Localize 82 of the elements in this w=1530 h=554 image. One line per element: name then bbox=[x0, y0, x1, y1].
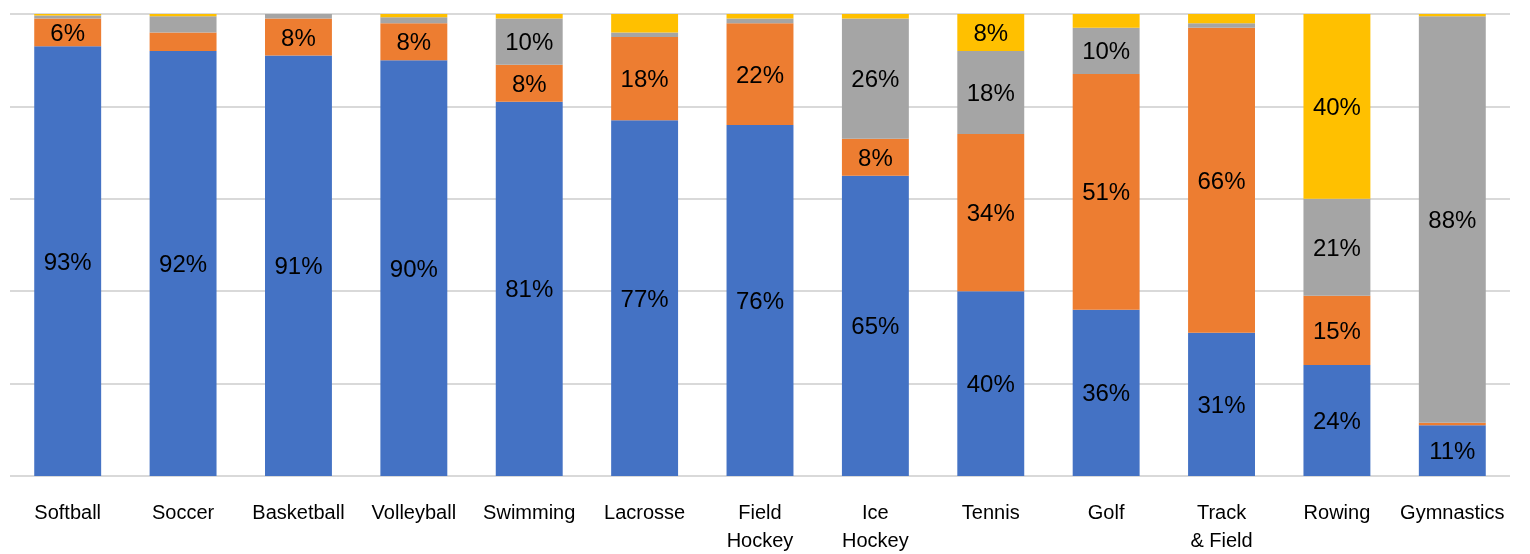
x-tick-label: Gymnastics bbox=[1400, 501, 1505, 523]
data-label: 40% bbox=[966, 370, 1015, 398]
bar bbox=[611, 14, 679, 33]
bar bbox=[1188, 332, 1255, 476]
bar bbox=[726, 124, 794, 476]
bar bbox=[957, 134, 1025, 292]
bar bbox=[380, 14, 448, 18]
data-label: 88% bbox=[1428, 206, 1477, 234]
data-label: 77% bbox=[620, 284, 669, 312]
bar bbox=[265, 14, 332, 19]
data-label: 8% bbox=[858, 143, 893, 171]
bar bbox=[1418, 425, 1486, 476]
bar bbox=[1303, 365, 1371, 476]
data-label: 8% bbox=[396, 28, 432, 56]
bar bbox=[34, 46, 102, 476]
data-label: 10% bbox=[505, 28, 554, 56]
bar bbox=[1303, 295, 1371, 366]
data-label: 90% bbox=[389, 254, 438, 282]
x-tick-label: Golf bbox=[1087, 501, 1125, 523]
data-label: 18% bbox=[966, 79, 1015, 107]
bar bbox=[149, 50, 217, 476]
data-label: 92% bbox=[159, 249, 208, 277]
data-label: 8% bbox=[973, 18, 1009, 46]
bar bbox=[1303, 198, 1371, 296]
bar bbox=[957, 291, 1025, 476]
bar bbox=[726, 23, 794, 125]
x-tick-label: Rowing bbox=[1303, 501, 1371, 523]
bar bbox=[957, 50, 1025, 135]
bar bbox=[495, 14, 563, 19]
bar bbox=[1303, 14, 1371, 199]
x-tick-label: Tennis bbox=[961, 501, 1020, 523]
data-label: 91% bbox=[274, 252, 323, 280]
bar bbox=[1418, 16, 1486, 423]
bar bbox=[726, 14, 794, 19]
bar bbox=[1188, 23, 1255, 28]
data-label: 24% bbox=[1312, 407, 1361, 435]
bar bbox=[1072, 14, 1140, 28]
bar bbox=[149, 32, 217, 51]
bar bbox=[495, 101, 563, 476]
x-tick-label: Lacrosse bbox=[604, 501, 686, 523]
x-tick-label: Basketball bbox=[252, 501, 345, 523]
bar bbox=[1188, 14, 1255, 24]
data-label: 26% bbox=[851, 65, 900, 93]
data-label: 81% bbox=[505, 275, 554, 303]
x-tick-label: Soccer bbox=[151, 501, 215, 523]
bar bbox=[380, 60, 448, 476]
data-label: 8% bbox=[281, 23, 316, 51]
x-tick-label: Volleyball bbox=[371, 501, 457, 523]
x-tick-label: Swimming bbox=[483, 501, 576, 523]
bar bbox=[611, 37, 679, 121]
bar bbox=[841, 175, 909, 476]
bar bbox=[265, 55, 332, 476]
x-tick-label: Ice Hockey bbox=[842, 501, 909, 551]
data-label: 22% bbox=[735, 60, 785, 88]
data-label: 36% bbox=[1082, 379, 1131, 407]
bar bbox=[149, 16, 217, 33]
data-label: 40% bbox=[1312, 92, 1361, 120]
data-label: 11% bbox=[1429, 437, 1476, 465]
data-label: 34% bbox=[966, 199, 1015, 227]
data-label: 65% bbox=[851, 312, 900, 340]
data-label: 76% bbox=[735, 286, 785, 314]
bar bbox=[1072, 309, 1140, 476]
data-label: 21% bbox=[1312, 233, 1361, 261]
data-label: 66% bbox=[1197, 166, 1246, 194]
bar bbox=[611, 120, 679, 476]
bar bbox=[1188, 27, 1255, 333]
bar bbox=[380, 17, 448, 24]
data-label: 93% bbox=[43, 247, 92, 275]
data-label: 10% bbox=[1082, 37, 1131, 65]
x-tick-label: Softball bbox=[34, 501, 102, 523]
x-tick-label: Field Hockey bbox=[726, 501, 794, 551]
data-label: 8% bbox=[511, 69, 547, 97]
data-label: 51% bbox=[1082, 178, 1131, 206]
bar bbox=[611, 32, 679, 38]
data-label: 31% bbox=[1197, 390, 1246, 418]
data-label: 6% bbox=[50, 18, 86, 46]
bar bbox=[1072, 74, 1140, 310]
bar bbox=[841, 14, 909, 19]
bar bbox=[841, 18, 909, 139]
data-label: 15% bbox=[1312, 316, 1361, 344]
data-label: 18% bbox=[620, 65, 669, 93]
x-tick-label: Track & Field bbox=[1190, 501, 1253, 551]
